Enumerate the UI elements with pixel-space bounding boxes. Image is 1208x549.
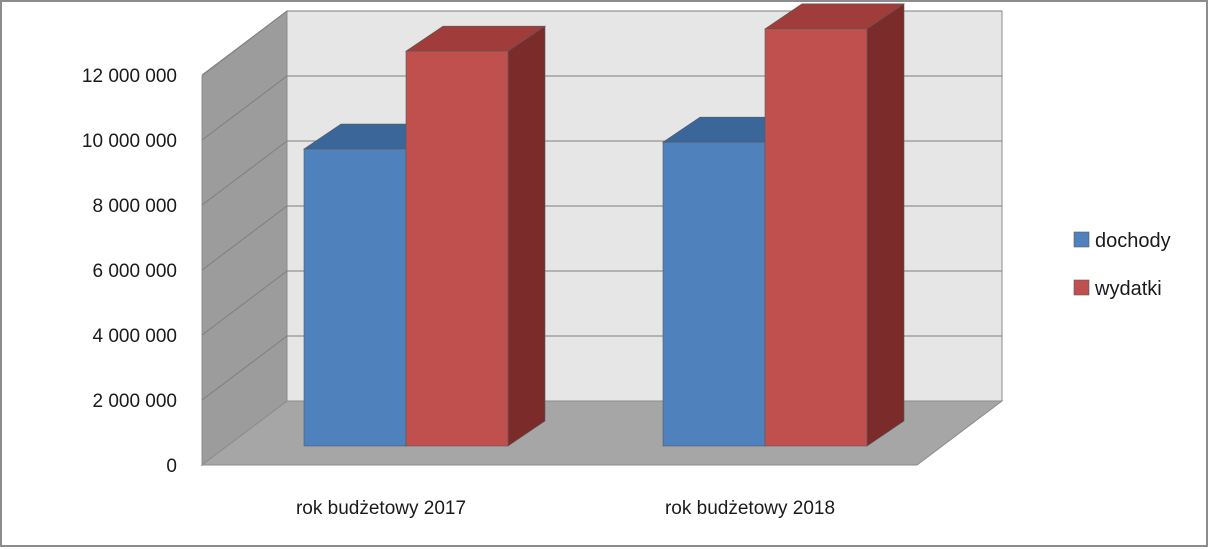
gridline-side — [201, 75, 288, 141]
y-tick-label: 8 000 000 — [92, 196, 177, 217]
y-tick-label: 4 000 000 — [92, 326, 177, 347]
legend-swatch-dochody — [1073, 231, 1090, 248]
bar-wydatki-1-side — [866, 3, 905, 447]
legend-label-wydatki: wydatki — [1094, 278, 1162, 300]
bar-wydatki-1 — [764, 28, 868, 447]
x-category-label: rok budżetowy 2017 — [296, 498, 466, 519]
gridline-side — [201, 10, 288, 76]
y-tick-label: 0 — [166, 456, 177, 477]
legend: dochody wydatki — [1073, 230, 1171, 300]
gridline-side — [201, 270, 288, 336]
legend-swatch-wydatki — [1073, 279, 1090, 296]
x-category-label: rok budżetowy 2018 — [665, 498, 835, 519]
gridline-side — [201, 205, 288, 271]
x-axis-categories: rok budżetowy 2017 rok budżetowy 2018 — [296, 498, 835, 519]
y-tick-label: 12 000 000 — [82, 66, 177, 87]
gridline-side — [201, 140, 288, 206]
bar-dochody-0 — [303, 148, 407, 447]
y-tick-label: 6 000 000 — [92, 261, 177, 282]
bars — [303, 3, 905, 447]
bar-wydatki-0-side — [507, 25, 546, 447]
y-tick-label: 2 000 000 — [92, 391, 177, 412]
gridline-side — [201, 335, 288, 401]
bar-wydatki-0 — [405, 50, 509, 447]
y-axis-ticks: 0 2 000 000 4 000 000 6 000 000 8 000 000 10 … — [82, 66, 177, 477]
bar-dochody-1 — [662, 141, 766, 447]
y-tick-label: 10 000 000 — [82, 131, 177, 152]
legend-label-dochody: dochody — [1095, 230, 1171, 252]
